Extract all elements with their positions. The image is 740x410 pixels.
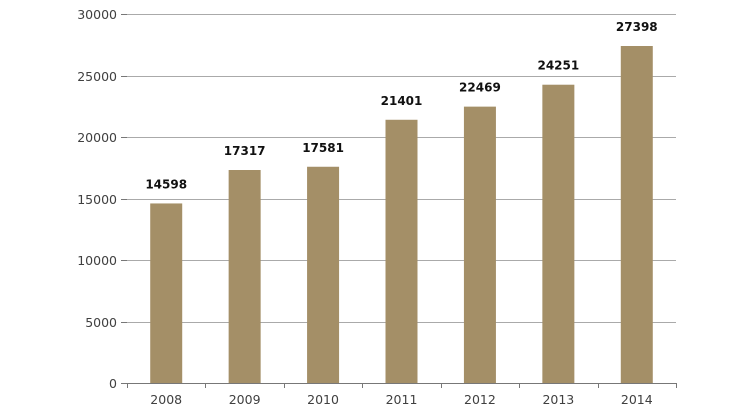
data-label-2010: 17581 xyxy=(302,141,344,155)
x-tick-label-2013: 2013 xyxy=(542,392,574,407)
data-label-2009: 17317 xyxy=(224,144,266,158)
x-tick-label-2011: 2011 xyxy=(386,392,418,407)
data-label-2008: 14598 xyxy=(145,177,187,191)
x-tick-label-2012: 2012 xyxy=(464,392,496,407)
bar-2010 xyxy=(307,166,340,383)
bars xyxy=(150,46,653,384)
x-tick-label-2008: 2008 xyxy=(150,392,182,407)
bar-2013 xyxy=(542,84,575,383)
y-tick-label: 5000 xyxy=(85,315,117,330)
y-tick-label: 25000 xyxy=(77,69,117,84)
x-tick-label-2009: 2009 xyxy=(229,392,261,407)
data-label-2013: 24251 xyxy=(537,59,579,73)
y-tick-label: 0 xyxy=(109,376,117,391)
bar-2008 xyxy=(150,203,183,383)
y-axis-ticks: 0 5000 10000 15000 20000 25000 30000 xyxy=(77,7,127,391)
data-labels: 14598 17317 17581 21401 22469 24251 27398 xyxy=(145,20,657,191)
bar-2014 xyxy=(620,46,653,383)
y-tick-label: 15000 xyxy=(77,192,117,207)
x-axis-ticks: 2008 2009 2010 2011 2012 2013 2014 xyxy=(127,383,677,407)
bar-2012 xyxy=(463,106,496,384)
bar-2011 xyxy=(385,119,418,383)
bar-2009 xyxy=(228,170,261,383)
y-tick-label: 10000 xyxy=(77,253,117,268)
x-tick-label-2010: 2010 xyxy=(307,392,339,407)
x-tick-label-2014: 2014 xyxy=(621,392,653,407)
y-tick-label: 30000 xyxy=(77,7,117,22)
y-tick-label: 20000 xyxy=(77,130,117,145)
data-label-2012: 22469 xyxy=(459,81,501,95)
data-label-2014: 27398 xyxy=(616,20,658,34)
data-label-2011: 21401 xyxy=(381,94,423,108)
